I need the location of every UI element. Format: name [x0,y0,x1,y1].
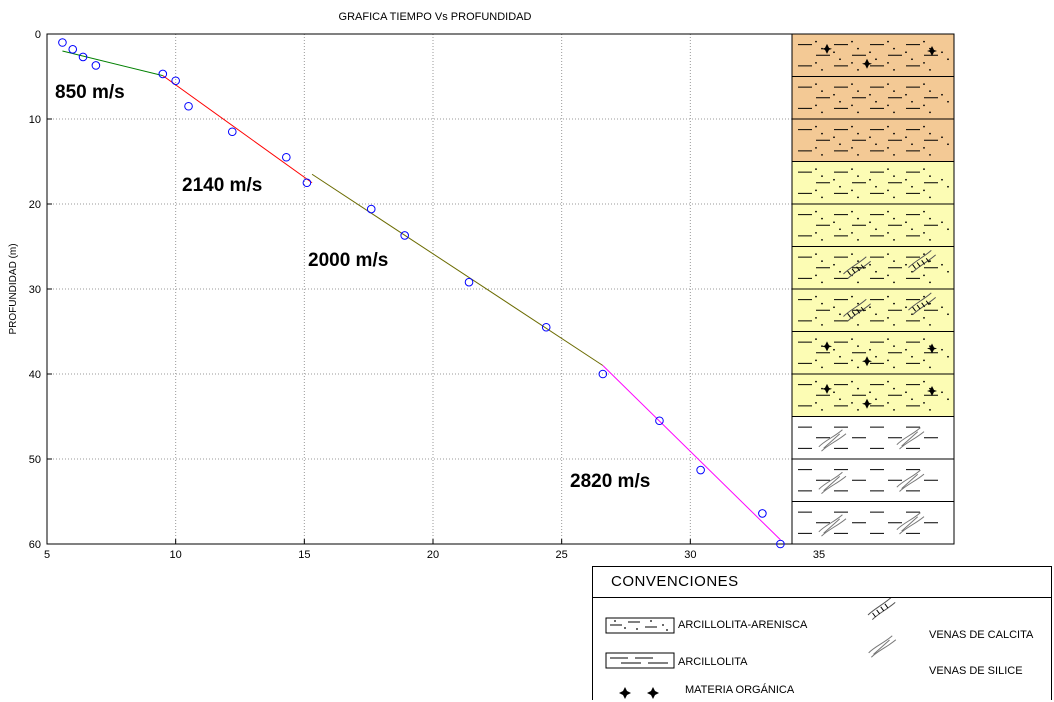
chart-svg: GRAFICA TIEMPO Vs PROFUNDIDAD PROFUNDIDA… [8,11,955,561]
calcita-vein-mark [908,249,936,273]
y-tick-label: 50 [29,454,41,466]
data-point [598,369,608,379]
legend-label-venas-silice: VENAS DE SILICE [929,665,1023,677]
column-layer-11 [791,458,955,502]
y-tick-label: 30 [29,284,41,296]
legend-label-arcillolita-arenisca: ARCILLOLITA-ARENISCA [678,619,808,631]
y-tick-label: 60 [29,539,41,551]
legend-label-venas-calcita: VENAS DE CALCITA [929,629,1034,641]
silice-vein-mark [896,512,925,535]
data-point [400,231,409,240]
x-tick-label: 35 [813,549,825,561]
data-point [464,277,474,287]
column-layer-12 [791,501,955,545]
velocity-label-2820: 2820 m/s [570,471,650,492]
data-point [58,38,67,47]
materia-organica-mark [862,58,872,69]
data-point [184,101,193,111]
velocity-label-2140: 2140 m/s [182,175,262,196]
legend-label-materia-organica: MATERIA ORGÁNICA [685,684,795,696]
swatch-arcillolita [605,652,675,669]
column-layer-5 [791,203,955,247]
legend-label-arcillolita: ARCILLOLITA [678,656,748,668]
materia-organica-mark [862,356,872,367]
y-tick-label: 20 [29,199,41,211]
legend-swatches [605,598,897,699]
silice-vein-mark [818,429,847,452]
x-tick-label: 5 [44,549,50,561]
calcita-vein-mark [908,292,936,316]
data-point [776,539,785,549]
data-point [68,45,78,54]
x-tick-label: 25 [556,549,568,561]
data-point [696,465,705,475]
stratigraphic-column [791,33,955,545]
data-point [302,178,312,188]
fit-line [62,50,163,77]
data-point [227,127,237,137]
velocity-label-850: 850 m/s [55,82,125,103]
y-tick-label: 40 [29,369,41,381]
fit-line [162,75,313,184]
velocity-label-2000: 2000 m/s [308,250,388,271]
swatch-materia-organica [619,687,659,699]
chart-title: GRAFICA TIEMPO Vs PROFUNDIDAD [339,11,532,23]
legend-conventions: CONVENCIONES ARC [592,566,1052,700]
column-layer-3 [791,118,955,162]
swatch-venas-silice [868,635,897,658]
materia-organica-mark [862,398,872,409]
data-point [541,322,551,332]
legend-title: CONVENCIONES [593,567,1051,598]
calcita-vein-mark [843,298,871,322]
silice-vein-mark [818,514,847,537]
silice-vein-mark [818,471,847,495]
column-layer-4 [791,161,955,205]
data-point [171,76,180,86]
materia-organica-mark [927,343,937,354]
x-tick-label: 30 [684,549,696,561]
x-tick-label: 15 [298,549,310,561]
silice-vein-mark [896,427,925,450]
data-point [78,52,88,62]
column-layer-7 [791,288,955,332]
column-layer-1 [791,33,955,77]
column-layer-8 [791,331,955,375]
column-layer-9 [791,373,955,417]
y-axis-label: PROFUNDIDAD (m) [8,243,19,334]
materia-organica-mark [822,383,832,394]
data-point [758,509,767,518]
materia-organica-mark [822,341,832,352]
data-point [366,204,376,214]
data-point [158,69,168,79]
calcita-vein-mark [843,256,871,279]
column-layer-10 [791,416,955,460]
column-layer-2 [791,76,955,120]
y-tick-label: 0 [35,29,41,41]
fit-line [602,365,781,541]
swatch-venas-calcita [867,598,896,620]
x-tick-label: 20 [427,549,439,561]
data-point [655,416,664,426]
materia-organica-mark [927,46,937,56]
materia-organica-mark [927,386,937,396]
column-layer-6 [791,246,955,290]
silice-vein-mark [896,469,925,492]
x-tick-label: 10 [170,549,182,561]
data-point [282,152,291,162]
y-tick-label: 10 [29,114,41,126]
fit-line [311,173,604,366]
materia-organica-mark [822,43,832,54]
data-point [91,61,101,70]
swatch-arcillolita-arenisca [605,617,675,634]
